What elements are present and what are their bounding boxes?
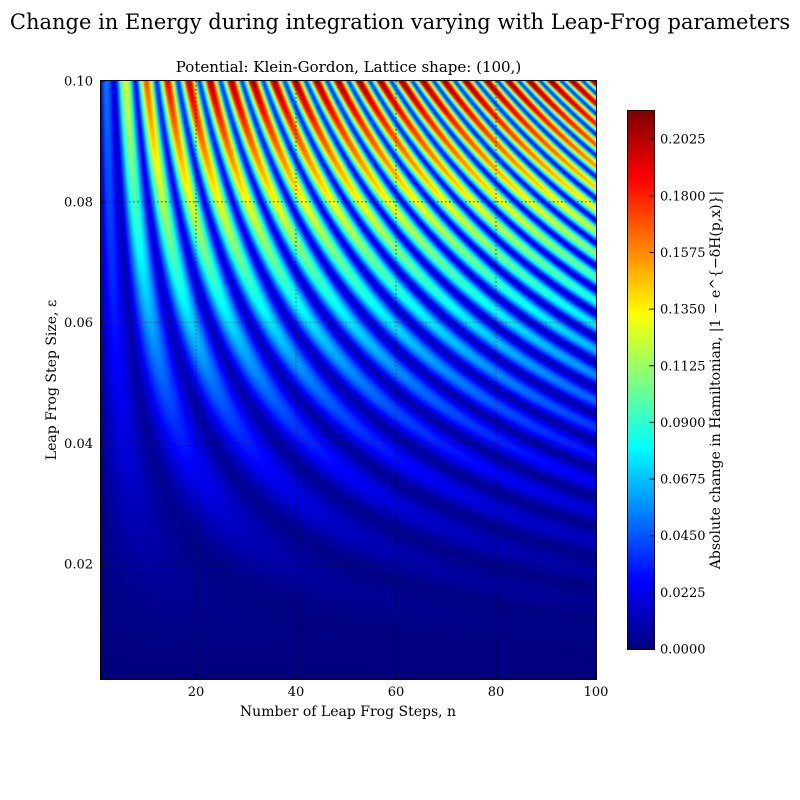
colorbar-tick-label: 0.1125 bbox=[660, 359, 706, 374]
colorbar-tick-label: 0.1575 bbox=[660, 246, 706, 261]
colorbar-ticks: 0.0000 0.0225 0.0450 0.0675 0.0900 0.1125 0.13… bbox=[649, 133, 706, 658]
heatmap-image bbox=[101, 81, 596, 679]
y-tick-label: 0.10 bbox=[64, 75, 93, 90]
colorbar-tick-label: 0.0675 bbox=[660, 473, 706, 488]
colorbar-tick-label: 0.1800 bbox=[660, 189, 706, 204]
y-tick-label: 0.04 bbox=[64, 437, 93, 452]
colorbar-tick-label: 0.2025 bbox=[660, 133, 706, 148]
x-tick-label: 20 bbox=[188, 685, 205, 700]
colorbar-tick-label: 0.0900 bbox=[660, 416, 706, 431]
y-tick-label: 0.08 bbox=[64, 195, 93, 210]
colorbar-tick-label: 0.0225 bbox=[660, 586, 706, 601]
colorbar-tick-label: 0.0000 bbox=[660, 643, 706, 658]
x-tick-label: 80 bbox=[488, 685, 505, 700]
x-axis-label: Number of Leap Frog Steps, n bbox=[240, 704, 456, 720]
y-tick-label: 0.02 bbox=[64, 558, 93, 573]
x-axis-ticks: 20 40 60 80 100 bbox=[188, 674, 609, 700]
colorbar-tick-label: 0.1350 bbox=[660, 303, 706, 318]
x-tick-label: 100 bbox=[584, 685, 609, 700]
colorbar-tick-label: 0.0450 bbox=[660, 529, 706, 544]
colorbar-gradient bbox=[628, 111, 654, 649]
x-tick-label: 60 bbox=[388, 685, 405, 700]
figure-suptitle: Change in Energy during integration vary… bbox=[9, 10, 791, 34]
y-axis-label: Leap Frog Step Size, ε bbox=[44, 300, 60, 460]
axes-title: Potential: Klein-Gordon, Lattice shape: … bbox=[175, 58, 522, 76]
y-tick-label: 0.06 bbox=[64, 316, 93, 331]
colorbar-frame bbox=[627, 110, 655, 650]
colorbar-label: Absolute change in Hamiltonian, |1 − e^{… bbox=[708, 191, 724, 570]
x-tick-label: 40 bbox=[288, 685, 305, 700]
plot-frame bbox=[100, 80, 597, 680]
y-axis-ticks: 0.02 0.04 0.06 0.08 0.10 bbox=[64, 75, 106, 573]
grid-lines bbox=[101, 81, 596, 679]
